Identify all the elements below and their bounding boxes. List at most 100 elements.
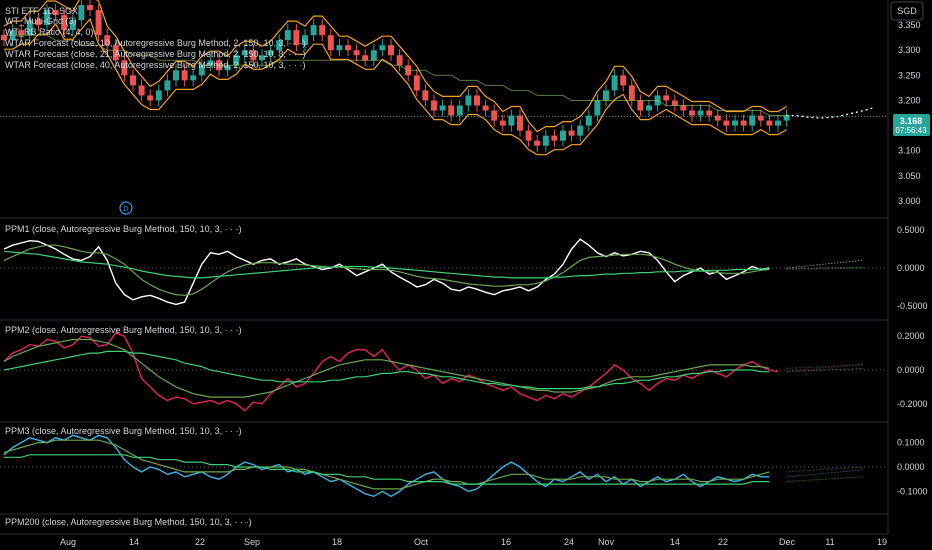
indicator-line bbox=[3, 244, 770, 296]
indicator-tick-label: 0.1000 bbox=[897, 438, 925, 448]
last-price-value: 3.168 bbox=[900, 116, 923, 126]
candle-body bbox=[87, 5, 93, 11]
upper-band-line bbox=[3, 0, 787, 133]
candle-body bbox=[78, 5, 85, 21]
candle-body bbox=[499, 120, 506, 126]
candle-body bbox=[310, 25, 317, 36]
candle-body bbox=[130, 75, 136, 86]
candle-body bbox=[121, 60, 128, 76]
indicator-tick-label: -0.1000 bbox=[897, 486, 928, 496]
time-tick-label: Oct bbox=[414, 537, 429, 547]
time-tick-label: 24 bbox=[564, 537, 574, 547]
axes-layer: 3.3503.3003.2503.2003.1503.1003.0503.000… bbox=[60, 20, 928, 547]
candle-body bbox=[207, 60, 214, 66]
candle-body bbox=[628, 85, 635, 101]
bar-countdown: 07:56:43 bbox=[895, 126, 927, 135]
candle-body bbox=[173, 70, 179, 81]
overlay-layer bbox=[0, 0, 888, 156]
symbol-title: STI ETF, 1D, SGX bbox=[5, 6, 78, 16]
candle-body bbox=[456, 105, 463, 116]
candle-body bbox=[671, 100, 678, 106]
time-tick-label: 14 bbox=[129, 537, 139, 547]
indicator-tick-label: -0.5000 bbox=[897, 301, 928, 311]
candle-body bbox=[61, 15, 68, 31]
candle-body bbox=[336, 45, 343, 51]
candle-body bbox=[362, 55, 369, 61]
candle-body bbox=[560, 130, 566, 141]
candle-body bbox=[370, 50, 377, 61]
candle-body bbox=[198, 65, 205, 76]
candle-body bbox=[104, 35, 111, 46]
indicator-tick-label: 0.0000 bbox=[897, 365, 925, 375]
currency-button[interactable] bbox=[890, 1, 924, 21]
candle-body bbox=[689, 110, 695, 116]
candle-body bbox=[190, 75, 197, 81]
indicator-forecast-line bbox=[786, 266, 865, 270]
candle-body bbox=[259, 55, 265, 61]
ppm3-title[interactable]: PPM3 (close, Autoregressive Burg Method,… bbox=[5, 426, 242, 436]
candle-body bbox=[448, 105, 455, 116]
ppm2-title[interactable]: PPM2 (close, Autoregressive Burg Method,… bbox=[5, 325, 242, 335]
indicator-tick-label: 0.0000 bbox=[897, 263, 925, 273]
candle-body bbox=[302, 35, 308, 46]
candle-body bbox=[224, 65, 231, 71]
indicator-line bbox=[3, 434, 770, 498]
time-tick-label: Dec bbox=[779, 537, 796, 547]
indicator-forecast-line bbox=[786, 364, 865, 369]
price-tick-label: 3.100 bbox=[898, 146, 921, 156]
candle-body bbox=[585, 115, 592, 126]
candle-body bbox=[284, 30, 291, 41]
candle-body bbox=[164, 80, 171, 91]
candle-body bbox=[749, 115, 756, 126]
ppm1-title[interactable]: PPM1 (close, Autoregressive Burg Method,… bbox=[5, 224, 242, 234]
indicator-tick-label: 0.0000 bbox=[897, 462, 925, 472]
price-tick-label: 3.200 bbox=[898, 95, 921, 105]
candle-body bbox=[396, 55, 403, 66]
indicator-label-3[interactable]: WTAR Forecast (close, 10, Autoregressive… bbox=[5, 38, 305, 48]
candle-body bbox=[379, 45, 386, 51]
indicator-label-1[interactable]: WT_Multi-Grid (3) bbox=[5, 16, 77, 26]
candle-body bbox=[95, 10, 102, 36]
time-tick-label: 22 bbox=[195, 537, 205, 547]
price-tick-label: 3.300 bbox=[898, 45, 921, 55]
candle-body bbox=[508, 115, 515, 126]
candle-body bbox=[319, 25, 326, 36]
candle-body bbox=[18, 30, 25, 36]
time-tick-label: Aug bbox=[60, 537, 76, 547]
candle-body bbox=[697, 110, 704, 116]
dividend-marker-icon[interactable] bbox=[119, 201, 133, 215]
time-tick-label: 19 bbox=[877, 537, 887, 547]
candle-body bbox=[517, 115, 523, 131]
candle-body bbox=[431, 100, 437, 111]
candle-body bbox=[732, 120, 738, 126]
indicator-line bbox=[4, 454, 770, 485]
candle-body bbox=[577, 125, 584, 136]
candle-body bbox=[491, 110, 498, 121]
price-tick-label: 3.250 bbox=[898, 70, 921, 80]
candle-body bbox=[568, 130, 575, 136]
candle-body bbox=[44, 10, 50, 26]
candle-layer bbox=[1, 0, 790, 152]
candle-body bbox=[241, 50, 248, 56]
candle-body bbox=[439, 105, 446, 111]
candle-body bbox=[353, 50, 360, 56]
indicator-forecast-line bbox=[786, 469, 865, 478]
indicator-label-2[interactable]: WT_RB Ratio (4, 4, 0) bbox=[5, 27, 94, 37]
slow-ma-line bbox=[4, 34, 787, 116]
indicator-forecast-line bbox=[786, 363, 865, 373]
last-price-badge bbox=[893, 114, 930, 136]
indicator-label-5[interactable]: WTAR Forecast (close, 40, Autoregressive… bbox=[5, 60, 305, 70]
ppm200-title[interactable]: PPM200 (close, Autoregressive Burg Metho… bbox=[5, 517, 252, 527]
candle-body bbox=[740, 120, 747, 126]
indicator-forecast-line bbox=[786, 259, 865, 269]
indicator-forecast-line bbox=[786, 367, 865, 373]
candle-body bbox=[345, 45, 351, 51]
indicator-label-4[interactable]: WTAR Forecast (close, 21, Autoregressive… bbox=[5, 49, 305, 59]
candle-body bbox=[112, 45, 119, 61]
candle-body bbox=[646, 105, 652, 111]
candle-body bbox=[250, 50, 257, 61]
candle-body bbox=[766, 120, 773, 126]
indicator-tick-label: 0.2000 bbox=[897, 331, 925, 341]
candle-body bbox=[783, 115, 790, 121]
